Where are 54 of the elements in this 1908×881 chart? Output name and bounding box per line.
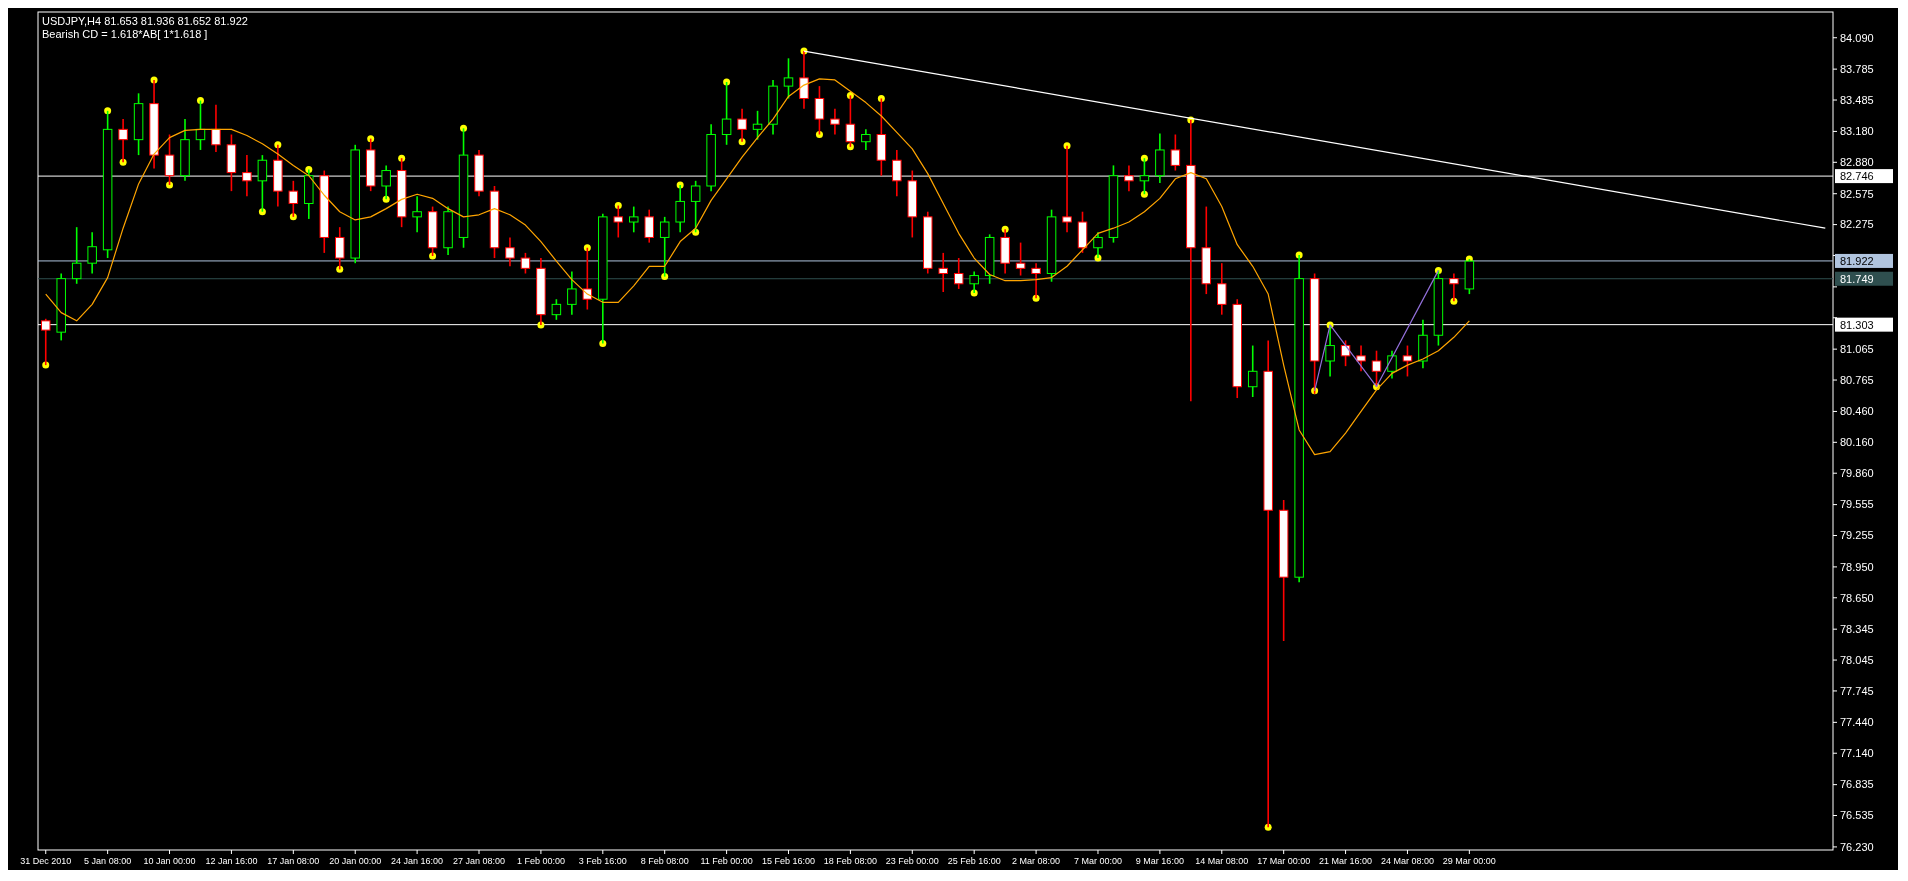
y-tick-label: 80.460: [1840, 405, 1874, 418]
text: Bearish CD = 1.618*AB[ 1*1.618 ]: [42, 28, 208, 40]
x-tick-label: 20 Jan 00:00: [329, 856, 382, 866]
y-tick-label: 76.535: [1840, 809, 1874, 822]
y-tick-label: 76.835: [1840, 778, 1874, 791]
chart-title: USDJPY,H4 81.653 81.936 81.652 81.922: [42, 15, 248, 27]
ref-line-label: 82.746: [1840, 169, 1874, 182]
y-tick-label: 77.745: [1840, 684, 1874, 697]
y-tick-label: 77.140: [1840, 747, 1874, 760]
y-tick-label: 83.180: [1840, 125, 1874, 138]
y-tick-label: 79.255: [1840, 529, 1874, 542]
x-tick-label: 27 Jan 08:00: [452, 856, 506, 866]
x-tick-label: 24 Jan 16:00: [391, 856, 444, 866]
x-tick-label: 10 Jan 00:00: [143, 856, 196, 866]
ref-line-label: 81.303: [1840, 318, 1874, 331]
y-tick-label: 78.045: [1840, 653, 1874, 666]
y-tick-label: 82.880: [1840, 156, 1874, 169]
x-tick-label: 17 Jan 08:00: [267, 856, 320, 866]
ref-line-label: 81.922: [1840, 254, 1874, 267]
x-tick-label: 12 Jan 16:00: [205, 856, 258, 866]
x-tick-label: 1 Feb 00:00: [516, 856, 565, 866]
y-tick-label: 84.090: [1840, 31, 1874, 44]
y-tick-label: 77.440: [1840, 716, 1874, 729]
x-tick-label: 15 Feb 16:00: [761, 856, 816, 866]
x-tick-label: 3 Feb 16:00: [578, 856, 627, 866]
y-tick-label: 80.765: [1840, 373, 1874, 386]
ref-line-label: 81.749: [1840, 272, 1874, 285]
x-tick-label: 2 Mar 08:00: [1012, 856, 1061, 866]
x-tick-label: 11 Feb 00:00: [700, 856, 753, 866]
y-tick-label: 79.860: [1840, 467, 1874, 480]
x-tick-label: 17 Mar 00:00: [1257, 856, 1311, 866]
x-tick-label: 18 Feb 08:00: [823, 856, 877, 866]
x-tick-label: 8 Feb 08:00: [640, 856, 689, 866]
x-tick-label: 7 Mar 00:00: [1073, 856, 1122, 866]
y-tick-label: 78.950: [1840, 560, 1874, 573]
y-tick-label: 83.485: [1840, 93, 1874, 106]
x-tick-label: 29 Mar 00:00: [1442, 856, 1496, 866]
y-tick-label: 79.555: [1840, 498, 1874, 511]
x-tick-label: 25 Feb 16:00: [947, 856, 1001, 866]
y-tick-label: 76.230: [1840, 840, 1874, 853]
x-tick-label: 9 Mar 16:00: [1135, 856, 1184, 866]
y-tick-label: 83.785: [1840, 62, 1874, 75]
y-tick-label: 82.575: [1840, 187, 1874, 200]
x-tick-label: 21 Mar 16:00: [1319, 856, 1373, 866]
x-tick-label: 23 Feb 00:00: [885, 856, 939, 866]
y-tick-label: 78.650: [1840, 591, 1874, 604]
y-tick-label: 78.345: [1840, 623, 1874, 636]
y-tick-label: 81.065: [1840, 343, 1874, 356]
x-tick-label: 5 Jan 08:00: [84, 856, 132, 866]
y-tick-label: 82.275: [1840, 218, 1874, 231]
x-tick-label: 31 Dec 2010: [20, 856, 72, 866]
y-tick-label: 80.160: [1840, 436, 1874, 449]
x-tick-label: 24 Mar 08:00: [1380, 856, 1434, 866]
x-tick-label: 14 Mar 08:00: [1195, 856, 1249, 866]
